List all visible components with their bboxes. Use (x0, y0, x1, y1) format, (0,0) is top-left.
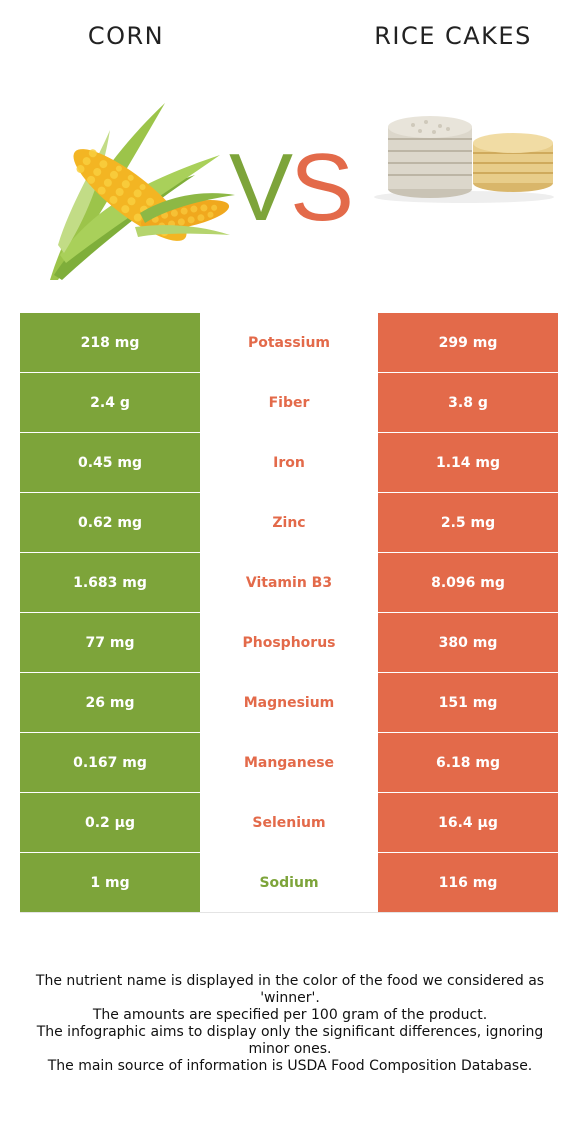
rice-cakes-value: 8.096 mg (378, 553, 558, 612)
right-food-title: RICE CAKES (374, 22, 532, 50)
table-row: 0.2 µg Selenium 16.4 µg (20, 793, 558, 853)
vs-letter-v: V (229, 134, 293, 232)
footnote-line: The main source of information is USDA F… (47, 1058, 533, 1074)
rice-cakes-value: 1.14 mg (378, 433, 558, 492)
corn-value: 0.45 mg (20, 433, 200, 492)
corn-value: 0.167 mg (20, 733, 200, 792)
nutrient-name: Sodium (200, 853, 378, 912)
rice-cakes-stack-image (374, 116, 554, 203)
rice-cakes-value: 16.4 µg (378, 793, 558, 852)
nutrient-name: Manganese (200, 733, 378, 792)
nutrient-name: Vitamin B3 (200, 553, 378, 612)
nutrient-name: Fiber (200, 373, 378, 432)
table-row: 1 mg Sodium 116 mg (20, 853, 558, 913)
table-row: 0.45 mg Iron 1.14 mg (20, 433, 558, 493)
vs-letter-s: S (290, 134, 354, 232)
corn-value: 26 mg (20, 673, 200, 732)
corn-value: 0.62 mg (20, 493, 200, 552)
corn-value: 218 mg (20, 313, 200, 372)
nutrient-name: Phosphorus (200, 613, 378, 672)
vs-mark: V S (229, 134, 354, 232)
table-row: 218 mg Potassium 299 mg (20, 313, 558, 373)
rice-cakes-value: 151 mg (378, 673, 558, 732)
rice-cakes-value: 380 mg (378, 613, 558, 672)
nutrient-name: Potassium (200, 313, 378, 372)
nutrient-name: Magnesium (200, 673, 378, 732)
footnote: The nutrient name is displayed in the co… (20, 973, 560, 1075)
footnote-line: The nutrient name is displayed in the co… (35, 973, 545, 1006)
table-row: 26 mg Magnesium 151 mg (20, 673, 558, 733)
table-row: 2.4 g Fiber 3.8 g (20, 373, 558, 433)
rice-cakes-value: 6.18 mg (378, 733, 558, 792)
corn-value: 1 mg (20, 853, 200, 912)
corn-value: 2.4 g (20, 373, 200, 432)
rice-cakes-value: 116 mg (378, 853, 558, 912)
comparison-table: 218 mg Potassium 299 mg 2.4 g Fiber 3.8 g 0.45… (20, 313, 558, 913)
nutrient-name: Iron (200, 433, 378, 492)
table-row: 1.683 mg Vitamin B3 8.096 mg (20, 553, 558, 613)
table-row: 0.167 mg Manganese 6.18 mg (20, 733, 558, 793)
corn-value: 77 mg (20, 613, 200, 672)
left-food-title: CORN (87, 22, 165, 50)
footnote-line: The amounts are specified per 100 gram o… (92, 1007, 488, 1023)
table-row: 77 mg Phosphorus 380 mg (20, 613, 558, 673)
rice-cakes-value: 299 mg (378, 313, 558, 372)
corn-cob-image (50, 103, 235, 280)
nutrient-name: Zinc (200, 493, 378, 552)
rice-cakes-value: 3.8 g (378, 373, 558, 432)
table-row: 0.62 mg Zinc 2.5 mg (20, 493, 558, 553)
footnote-line: The infographic aims to display only the… (36, 1024, 544, 1057)
corn-value: 1.683 mg (20, 553, 200, 612)
corn-value: 0.2 µg (20, 793, 200, 852)
rice-cakes-value: 2.5 mg (378, 493, 558, 552)
nutrient-name: Selenium (200, 793, 378, 852)
